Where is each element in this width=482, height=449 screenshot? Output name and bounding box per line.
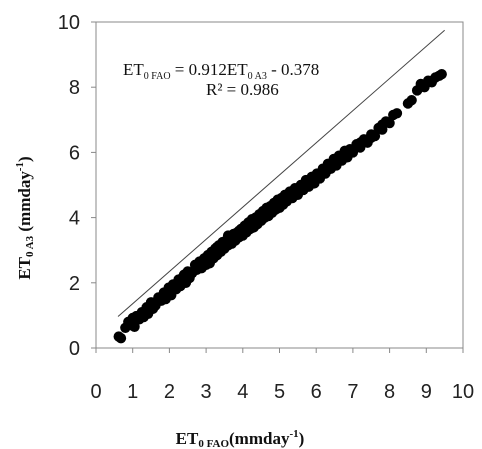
x-tick-label: 7 xyxy=(347,381,358,403)
data-point xyxy=(299,178,311,189)
x-tick-label: 10 xyxy=(452,381,474,403)
data-point xyxy=(377,119,388,130)
x-tick-label: 4 xyxy=(237,381,248,403)
r-squared-annotation: R² = 0.986 xyxy=(206,80,279,99)
data-point xyxy=(344,147,355,158)
data-point xyxy=(164,285,175,297)
data-point xyxy=(406,95,417,106)
x-tick-label: 3 xyxy=(201,381,212,403)
y-tick-labels: 0 2 4 6 8 10 xyxy=(58,12,96,360)
x-tick-label: 9 xyxy=(421,381,432,403)
data-point xyxy=(355,137,366,148)
y-tick-label: 6 xyxy=(69,142,80,164)
trendline xyxy=(117,29,445,317)
data-point xyxy=(193,261,204,272)
data-point xyxy=(204,258,215,269)
y-tick-label: 2 xyxy=(69,273,80,295)
data-point xyxy=(222,230,234,241)
x-tick-label: 0 xyxy=(90,381,101,403)
y-tick-label: 8 xyxy=(69,77,80,99)
data-point xyxy=(115,333,127,344)
data-point xyxy=(178,269,190,280)
data-point xyxy=(219,238,230,249)
x-tick-label: 5 xyxy=(274,381,285,403)
data-point xyxy=(366,132,377,143)
data-point xyxy=(391,108,403,119)
data-point xyxy=(244,217,256,228)
data-point xyxy=(259,207,271,218)
equation-annotation: ET0 FAO = 0.912ET0 A3 - 0.378 xyxy=(123,60,319,82)
data-point xyxy=(311,170,322,181)
y-tick-label: 4 xyxy=(69,208,80,230)
data-points xyxy=(113,68,447,344)
data-point xyxy=(237,225,248,236)
data-point xyxy=(322,165,333,176)
data-point xyxy=(266,200,278,212)
trendline-group xyxy=(117,29,445,317)
y-tick-label: 0 xyxy=(69,338,80,360)
x-tick-label: 8 xyxy=(384,381,395,403)
data-point xyxy=(129,321,140,333)
data-point xyxy=(333,155,344,166)
y-tick-label: 10 xyxy=(58,12,80,34)
x-tick-label: 2 xyxy=(164,381,175,403)
x-tick-label: 6 xyxy=(311,381,322,403)
data-point xyxy=(285,191,296,202)
x-tick-labels: 0 1 2 3 4 5 6 7 8 9 10 xyxy=(90,348,474,403)
data-point xyxy=(436,68,447,80)
y-axis-title: ET0 A3 (mmday-1) xyxy=(14,156,36,279)
x-tick-label: 1 xyxy=(127,381,138,403)
x-axis-title: ET0 FAO(mmday-1) xyxy=(176,428,305,449)
